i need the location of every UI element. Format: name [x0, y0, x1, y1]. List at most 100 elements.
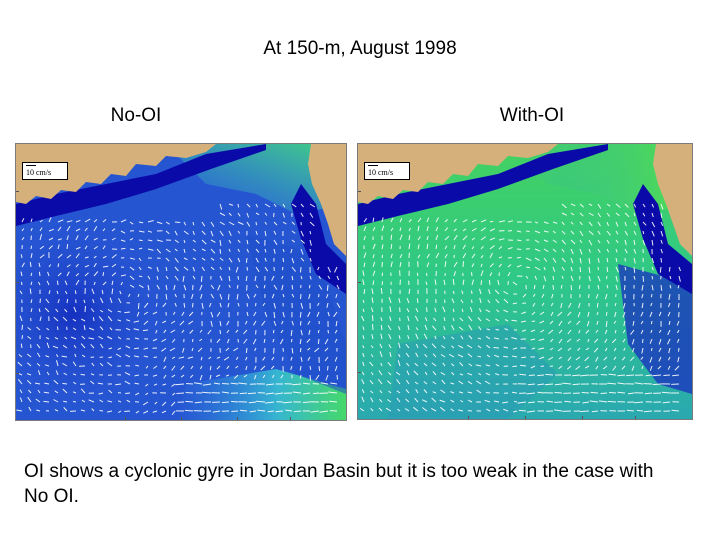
current-vector — [212, 410, 221, 413]
current-vector — [390, 234, 393, 241]
current-vector — [219, 239, 222, 246]
current-vector — [660, 212, 663, 218]
current-vector — [552, 248, 557, 253]
current-vector — [39, 316, 42, 322]
current-vector — [570, 212, 575, 216]
current-vector — [333, 311, 338, 318]
current-vector — [408, 227, 411, 232]
current-vector — [309, 212, 314, 218]
current-vector — [632, 347, 635, 353]
current-vector — [624, 239, 627, 246]
current-vector — [57, 219, 64, 223]
current-vector — [273, 311, 276, 318]
current-vector — [624, 284, 626, 291]
current-vector — [399, 254, 403, 259]
current-vector — [624, 221, 627, 227]
current-vector — [136, 311, 140, 317]
current-vector — [125, 354, 131, 358]
current-vector — [228, 239, 232, 244]
current-vector — [255, 266, 260, 273]
current-vector — [75, 219, 81, 223]
current-vector — [479, 288, 482, 295]
current-vector — [678, 275, 681, 282]
current-vector — [108, 356, 113, 359]
current-vector — [292, 391, 302, 394]
current-vector — [255, 230, 258, 235]
velocity-scale: 10 cm/s — [22, 162, 68, 180]
current-vector — [623, 302, 626, 309]
current-vector — [627, 392, 635, 395]
current-vector — [450, 391, 455, 394]
current-vector — [624, 203, 629, 208]
current-vector — [231, 400, 239, 403]
current-vector — [651, 221, 656, 228]
current-vector — [300, 275, 303, 280]
velocity-scale-label: 10 cm/s — [26, 168, 52, 177]
current-vector — [91, 408, 95, 412]
current-vector — [84, 306, 86, 313]
current-vector — [660, 221, 664, 227]
current-vector — [642, 203, 646, 208]
current-vector — [265, 392, 275, 395]
current-vector — [219, 302, 222, 308]
current-vector — [81, 354, 86, 358]
current-vector — [530, 365, 536, 369]
current-vector — [525, 266, 531, 269]
current-vector — [217, 284, 221, 291]
current-vector — [45, 355, 50, 358]
current-vector — [46, 280, 50, 286]
current-vector — [538, 338, 545, 341]
current-vector — [21, 237, 25, 241]
current-vector — [444, 261, 447, 268]
current-vector — [57, 263, 60, 268]
current-vector — [75, 273, 80, 277]
current-vector — [658, 347, 662, 353]
current-vector — [228, 212, 232, 216]
current-vector — [478, 308, 482, 313]
current-vector — [48, 245, 53, 250]
current-vector — [485, 335, 491, 340]
current-vector — [432, 353, 437, 358]
current-vector — [588, 212, 594, 217]
land-west — [358, 144, 558, 204]
current-vector — [534, 239, 540, 244]
current-vector — [588, 275, 591, 282]
current-vector — [238, 382, 248, 385]
current-vector — [406, 308, 410, 313]
axis-tick — [16, 191, 19, 192]
island-2 — [176, 172, 185, 179]
current-vector — [608, 391, 617, 394]
current-vector — [518, 409, 527, 412]
current-vector — [74, 290, 77, 295]
current-vector — [451, 363, 455, 367]
current-vector — [120, 239, 126, 242]
current-vector — [426, 262, 430, 268]
current-vector — [595, 329, 599, 334]
current-vector — [72, 391, 77, 394]
current-vector — [125, 327, 131, 331]
current-vector — [226, 365, 230, 370]
current-vector — [386, 380, 392, 385]
current-vector — [615, 266, 619, 273]
current-vector — [183, 302, 186, 308]
current-vector — [548, 329, 554, 335]
current-vector — [57, 253, 63, 259]
current-vector — [209, 374, 212, 380]
current-vector — [422, 407, 428, 412]
current-vector — [334, 338, 338, 343]
current-vector — [512, 365, 518, 368]
current-vector — [316, 311, 320, 317]
current-vector — [634, 401, 644, 404]
current-vector — [44, 307, 50, 313]
current-vector — [308, 329, 311, 335]
current-vector — [576, 338, 581, 342]
current-vector — [192, 239, 197, 243]
current-vector — [129, 275, 135, 280]
current-vector — [111, 288, 114, 295]
current-vector — [118, 298, 122, 304]
current-vector — [237, 221, 244, 225]
current-vector — [219, 293, 223, 300]
current-vector — [415, 308, 419, 313]
current-vector — [174, 221, 181, 223]
current-vector — [84, 245, 88, 250]
